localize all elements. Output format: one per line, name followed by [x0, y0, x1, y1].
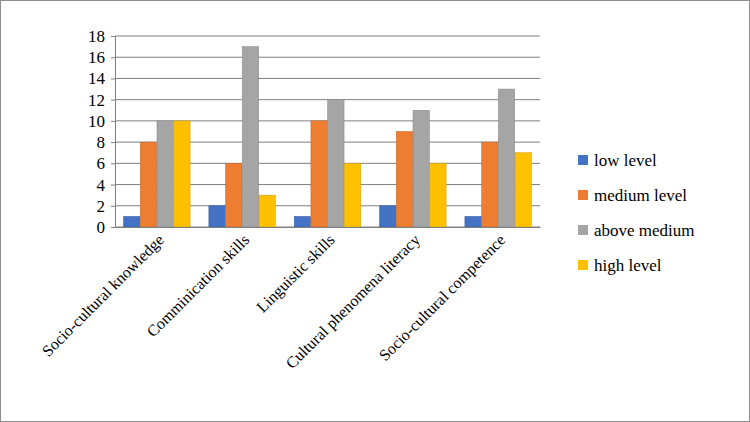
bar — [413, 110, 429, 227]
legend-swatch — [578, 155, 588, 165]
x-tick-label: Socio-cultural knowledge — [39, 231, 168, 360]
legend-label: low level — [594, 151, 657, 170]
bar — [380, 206, 396, 227]
y-tick-label: 12 — [88, 91, 105, 110]
bar — [242, 47, 258, 227]
y-tick-label: 0 — [97, 218, 106, 237]
y-tick: 8 — [97, 133, 116, 152]
x-tick-label: Linguistic skills — [253, 231, 338, 316]
x-tick: Socio-cultural knowledge — [39, 227, 168, 360]
bar — [465, 216, 481, 227]
legend: low level medium level above medium high le… — [578, 151, 695, 275]
y-tick-mark — [111, 121, 115, 122]
y-tick: 10 — [88, 112, 115, 131]
y-tick-mark — [111, 36, 115, 37]
y-tick-mark — [111, 78, 115, 79]
y-tick-label: 4 — [97, 175, 106, 194]
x-tick: Cultural phenomena literacy — [282, 227, 424, 372]
y-axis-line — [115, 37, 116, 228]
x-axis: Socio-cultural knowledgeComminication sk… — [39, 227, 541, 372]
grid-line — [115, 78, 540, 79]
bar — [124, 216, 140, 227]
y-tick: 18 — [88, 27, 115, 46]
bar — [430, 163, 446, 227]
bar — [226, 163, 242, 227]
bar — [209, 206, 225, 227]
y-tick-label: 18 — [88, 27, 105, 46]
y-tick-mark — [111, 206, 115, 207]
y-tick: 0 — [97, 218, 116, 237]
y-tick: 6 — [97, 154, 116, 173]
x-tick-label: Socio-cultural competence — [376, 231, 510, 365]
y-tick: 4 — [97, 175, 116, 194]
bar — [294, 216, 310, 227]
y-tick: 2 — [97, 197, 116, 216]
y-tick-mark — [111, 185, 115, 186]
y-tick-mark — [111, 57, 115, 58]
y-tick: 12 — [88, 91, 115, 110]
grid — [115, 36, 540, 227]
bar — [482, 142, 498, 227]
y-tick-mark — [111, 142, 115, 143]
bar — [515, 153, 531, 227]
x-axis-line — [116, 227, 541, 228]
y-tick-label: 10 — [88, 112, 105, 131]
y-tick-mark — [111, 227, 115, 228]
x-tick-label: Cultural phenomena literacy — [282, 231, 424, 373]
y-tick-label: 14 — [88, 69, 106, 88]
bar — [174, 121, 190, 227]
bar — [140, 142, 156, 227]
legend-label: above medium — [594, 221, 695, 240]
y-tick-label: 2 — [97, 197, 106, 216]
y-tick: 16 — [88, 48, 115, 67]
y-tick-label: 8 — [97, 133, 106, 152]
x-tick: Linguistic skills — [253, 227, 338, 316]
y-tick: 14 — [88, 69, 115, 88]
bar — [498, 89, 514, 227]
legend-swatch — [578, 260, 588, 270]
x-tick: Comminication skills — [143, 227, 252, 340]
grid-line — [115, 36, 540, 37]
bar — [259, 195, 275, 227]
x-tick: Socio-cultural competence — [376, 227, 510, 365]
bar — [328, 100, 344, 227]
y-tick-label: 16 — [88, 48, 105, 67]
y-axis: 0 2 4 6 8 10 12 14 16 18 — [88, 27, 116, 237]
bar — [396, 132, 412, 228]
bars — [124, 47, 532, 227]
y-tick-mark — [111, 100, 115, 101]
bar — [157, 121, 173, 227]
legend-swatch — [578, 225, 588, 235]
x-tick-label: Comminication skills — [143, 231, 252, 340]
bar — [344, 163, 360, 227]
legend-label: high level — [594, 256, 662, 275]
y-tick-label: 6 — [97, 154, 106, 173]
grid-line — [115, 57, 540, 58]
y-tick-mark — [111, 163, 115, 164]
chart: 024681012141618Socio-cultural knowledgeC… — [0, 0, 750, 422]
legend-swatch — [578, 190, 588, 200]
legend-label: medium level — [594, 186, 687, 205]
bar — [311, 121, 327, 227]
chart-frame — [1, 1, 750, 422]
